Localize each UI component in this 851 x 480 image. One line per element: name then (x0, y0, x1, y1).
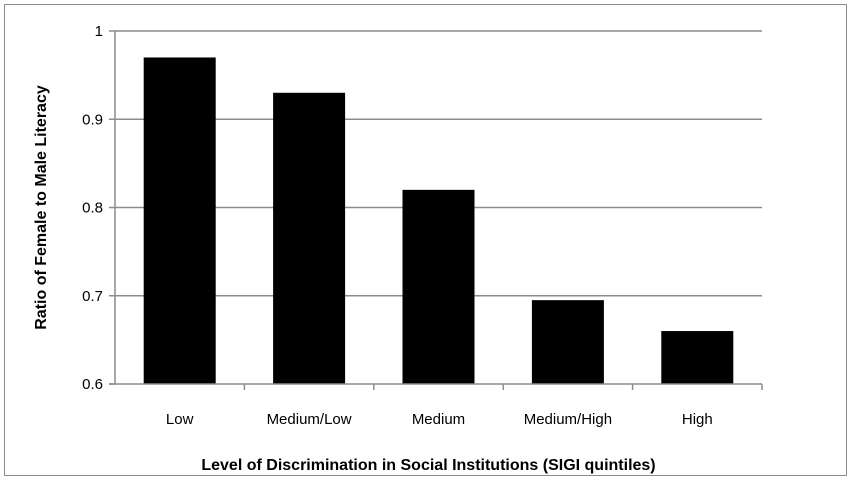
y-axis-title: Ratio of Female to Male Literacy (33, 85, 50, 330)
y-tick-label: 0.7 (82, 288, 103, 305)
y-tick-label: 0.8 (82, 200, 103, 217)
y-tick-label: 1 (95, 23, 103, 40)
x-tick-label: High (682, 411, 713, 428)
x-tick-label: Medium/Low (267, 411, 352, 428)
y-tick-label: 0.9 (82, 111, 103, 128)
bar-medium-low (273, 92, 346, 385)
x-tick-label: Medium (412, 411, 465, 428)
x-tick-label: Medium/High (524, 411, 612, 428)
x-tick-labels: Low Medium/Low Medium Medium/High High (166, 411, 713, 428)
bar-high (661, 331, 734, 384)
bar-low (143, 57, 216, 384)
bars (143, 57, 734, 385)
bar-medium (402, 189, 475, 384)
y-tick-labels: 0.6 0.7 0.8 0.9 1 (82, 23, 103, 393)
x-axis-title: Level of Discrimination in Social Instit… (201, 457, 655, 474)
bar-medium-high (531, 300, 604, 384)
axes (109, 31, 762, 385)
x-tick-label: Low (166, 411, 194, 428)
y-tick-label: 0.6 (82, 376, 103, 393)
